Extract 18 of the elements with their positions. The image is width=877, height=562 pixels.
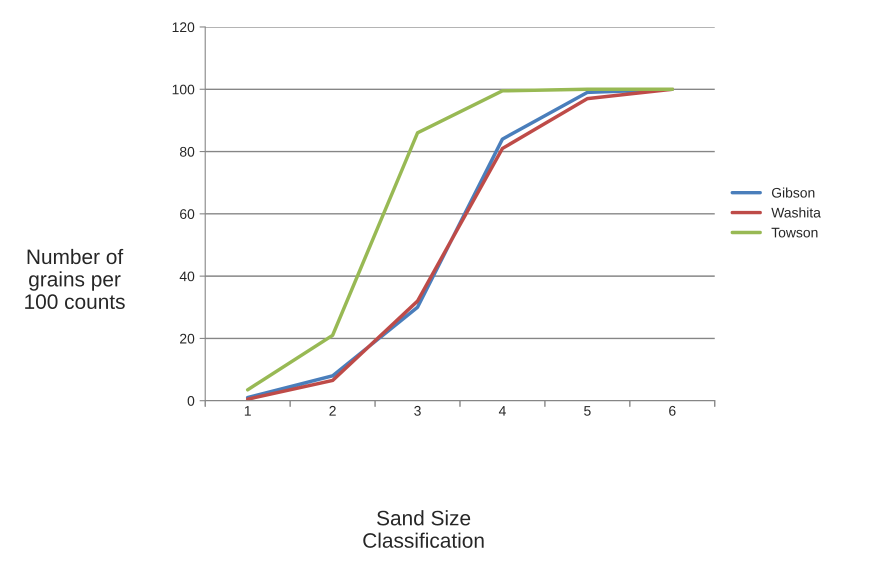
x-axis-title: Sand Size Classification bbox=[363, 510, 484, 548]
legend-label: Towson bbox=[772, 228, 818, 238]
x-tick-label: 3 bbox=[414, 406, 421, 416]
legend-label: Washita bbox=[771, 207, 821, 218]
legend-label: Gibson bbox=[772, 187, 814, 198]
x-tick-label: 6 bbox=[669, 406, 676, 416]
y-tick-label: 60 bbox=[180, 209, 194, 220]
x-tick-label: 2 bbox=[329, 406, 336, 416]
y-tick-label: 20 bbox=[180, 334, 194, 344]
y-tick-label: 0 bbox=[188, 396, 194, 406]
x-tick-label: 5 bbox=[584, 406, 591, 416]
x-tick-label: 1 bbox=[244, 406, 251, 416]
y-tick-label: 120 bbox=[172, 22, 194, 32]
x-tick-label: 4 bbox=[498, 406, 506, 416]
y-axis-title: Number of grains per 100 counts bbox=[25, 248, 125, 310]
y-tick-label: 80 bbox=[180, 146, 194, 157]
y-tick-label: 40 bbox=[180, 271, 194, 282]
y-tick-label: 100 bbox=[172, 84, 194, 94]
